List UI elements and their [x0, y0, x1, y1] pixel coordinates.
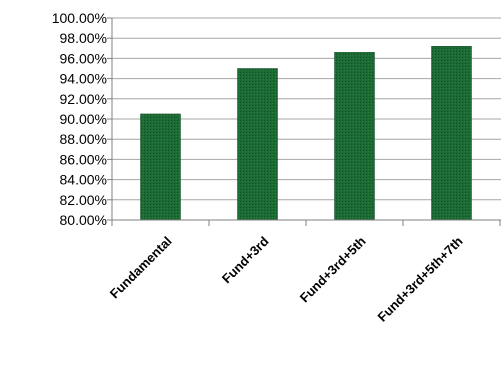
bars — [140, 46, 472, 221]
bar-fundamental — [140, 113, 181, 221]
y-tick-label: 86.00% — [60, 151, 107, 167]
bar-fund-plus-3rd-plus-5th — [334, 52, 375, 221]
y-tick-label: 98.00% — [60, 30, 107, 46]
y-tick-label: 90.00% — [60, 111, 107, 127]
bar-fund-plus-3rd — [237, 68, 278, 221]
y-tick-label: 80.00% — [60, 212, 107, 228]
y-axis-tick-labels: 80.00% 82.00% 84.00% 86.00% 88.00% 90.00% 92.0… — [52, 10, 107, 228]
bar-fund-plus-3rd-plus-5th-plus-7th — [431, 46, 472, 221]
y-tick-label: 84.00% — [60, 172, 107, 188]
y-tick-label: 88.00% — [60, 131, 107, 147]
y-tick-label: 82.00% — [60, 192, 107, 208]
y-tick-label: 92.00% — [60, 91, 107, 107]
x-axis-category-labels: Fundamental Fund+3rd Fund+3rd+5th Fund+3rd+… — [107, 233, 466, 324]
x-category-label: Fund+3rd+5th+7th — [375, 233, 466, 324]
y-tick-label: 94.00% — [60, 71, 107, 87]
x-category-label: Fund+3rd+5th — [297, 233, 369, 305]
y-tick-label: 100.00% — [52, 10, 107, 26]
y-tick-label: 96.00% — [60, 50, 107, 66]
x-category-label: Fundamental — [107, 234, 175, 302]
x-category-label: Fund+3rd — [219, 233, 272, 286]
axes — [107, 17, 501, 226]
